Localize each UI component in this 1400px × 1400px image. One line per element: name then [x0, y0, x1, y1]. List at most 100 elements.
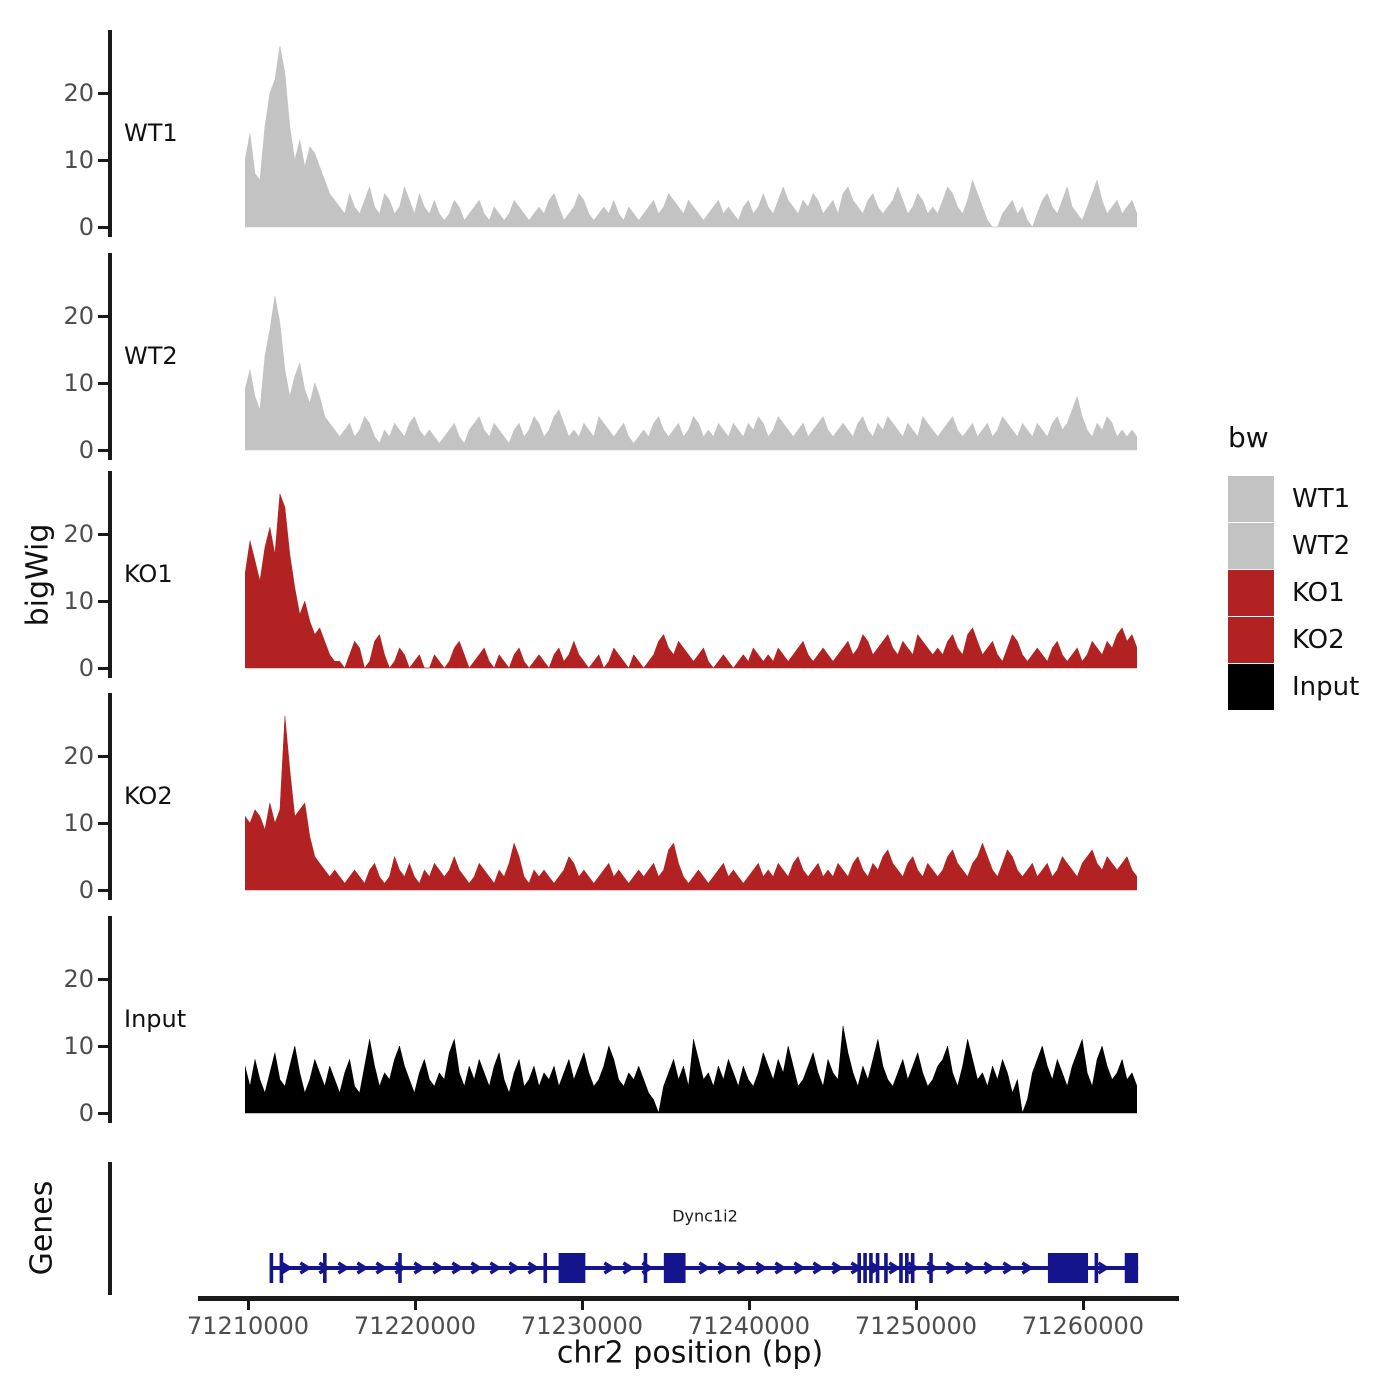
strand-arrow-icon	[641, 1261, 654, 1275]
strand-arrow-icon	[774, 1261, 787, 1275]
y-tick-label: 0	[78, 436, 94, 464]
strand-arrow-icon	[907, 1261, 920, 1275]
y-tick-label: 10	[63, 587, 94, 615]
legend-swatch	[1228, 523, 1274, 569]
strand-arrow-icon	[1021, 1261, 1034, 1275]
legend-label: KO2	[1292, 625, 1345, 655]
y-axis-line	[108, 253, 112, 460]
y-tick-label: 0	[78, 213, 94, 241]
strand-arrow-icon	[812, 1261, 825, 1275]
y-tick-mark	[98, 978, 108, 981]
strand-arrow-icon	[432, 1261, 445, 1275]
legend-swatch	[1228, 570, 1274, 616]
strand-arrow-icon	[489, 1261, 502, 1275]
y-tick-mark	[98, 382, 108, 385]
strand-arrow-icon	[356, 1261, 369, 1275]
y-tick-mark	[98, 889, 108, 892]
legend-swatch	[1228, 476, 1274, 522]
legend-swatch	[1228, 664, 1274, 710]
y-tick-label: 0	[78, 1099, 94, 1127]
coverage-area-ko1	[245, 493, 1137, 669]
track-label-input: Input	[124, 1005, 187, 1033]
strand-arrow-icon	[337, 1261, 350, 1275]
strand-arrow-icon	[299, 1261, 312, 1275]
strand-arrow-icon	[413, 1261, 426, 1275]
y-axis-line	[108, 471, 112, 678]
strand-arrow-icon	[869, 1261, 882, 1275]
strand-arrow-icon	[1002, 1261, 1015, 1275]
legend-label: Input	[1292, 672, 1360, 702]
x-tick-label: 71260000	[1021, 1312, 1145, 1340]
strand-arrow-icon	[983, 1261, 996, 1275]
x-tick-mark	[1081, 1301, 1085, 1310]
strand-arrow-icon	[622, 1261, 635, 1275]
x-tick-label: 71230000	[520, 1312, 644, 1340]
y-tick-mark	[98, 92, 108, 95]
gene-name-label: Dync1i2	[672, 1206, 738, 1226]
x-axis-title: chr2 position (bp)	[556, 1335, 824, 1371]
y-tick-label: 20	[63, 302, 94, 330]
coverage-area-wt1	[245, 46, 1137, 228]
y-axis-line	[108, 30, 112, 237]
x-tick-label: 71220000	[353, 1312, 477, 1340]
legend-title: bw	[1228, 421, 1269, 454]
legend-entry-input: Input	[1228, 664, 1359, 710]
strand-arrow-icon	[527, 1261, 540, 1275]
y-tick-label: 0	[78, 876, 94, 904]
legend: bw WT1 WT2 KO1 KO2 Input	[1228, 421, 1359, 711]
y-tick-label: 20	[63, 79, 94, 107]
strand-arrow-icon	[831, 1261, 844, 1275]
y-tick-label: 10	[63, 146, 94, 174]
legend-swatch	[1228, 617, 1274, 663]
gene-model	[269, 1253, 1139, 1283]
strand-arrow-icon	[603, 1261, 616, 1275]
legend-label: KO1	[1292, 578, 1345, 608]
y-tick-label: 10	[63, 369, 94, 397]
x-tick-label: 71250000	[854, 1312, 978, 1340]
genes-panel-axis-line	[108, 1162, 112, 1295]
track-label-ko1: KO1	[124, 560, 173, 588]
track-label-wt2: WT2	[124, 342, 178, 370]
strand-arrow-icon	[1097, 1261, 1110, 1275]
x-tick-label: 71210000	[186, 1312, 310, 1340]
legend-entry-wt1: WT1	[1228, 476, 1359, 522]
y-tick-mark	[98, 533, 108, 536]
strand-arrow-icon	[926, 1261, 939, 1275]
x-tick-label: 71240000	[687, 1312, 811, 1340]
y-tick-label: 0	[78, 654, 94, 682]
strand-arrow-icon	[888, 1261, 901, 1275]
strand-arrow-icon	[470, 1261, 483, 1275]
strand-arrow-icon	[508, 1261, 521, 1275]
x-tick-mark	[413, 1301, 417, 1310]
x-tick-mark	[580, 1301, 584, 1310]
coverage-area-wt2	[245, 295, 1137, 451]
y-tick-mark	[98, 1112, 108, 1115]
legend-entry-ko2: KO2	[1228, 617, 1359, 663]
strand-arrow-icon	[394, 1261, 407, 1275]
strand-arrow-icon	[280, 1261, 293, 1275]
y-tick-mark	[98, 1045, 108, 1048]
y-axis-line	[108, 693, 112, 900]
y-tick-mark	[98, 449, 108, 452]
y-tick-label: 20	[63, 742, 94, 770]
y-tick-mark	[98, 755, 108, 758]
y-tick-label: 20	[63, 965, 94, 993]
track-label-ko2: KO2	[124, 782, 173, 810]
x-tick-mark	[914, 1301, 918, 1310]
x-axis-line	[198, 1296, 1179, 1301]
strand-arrow-icon	[451, 1261, 464, 1275]
strand-arrow-icon	[717, 1261, 730, 1275]
strand-arrow-icon	[375, 1261, 388, 1275]
legend-entries: WT1 WT2 KO1 KO2 Input	[1228, 476, 1359, 710]
x-tick-mark	[246, 1301, 250, 1310]
y-axis-line	[108, 916, 112, 1123]
strand-arrow-icon	[736, 1261, 749, 1275]
x-tick-mark	[747, 1301, 751, 1310]
strand-arrow-icon	[318, 1261, 331, 1275]
y-tick-label: 20	[63, 520, 94, 548]
coverage-area-ko2	[245, 715, 1137, 891]
legend-entry-wt2: WT2	[1228, 523, 1359, 569]
strand-arrow-icon	[755, 1261, 768, 1275]
y-tick-mark	[98, 667, 108, 670]
